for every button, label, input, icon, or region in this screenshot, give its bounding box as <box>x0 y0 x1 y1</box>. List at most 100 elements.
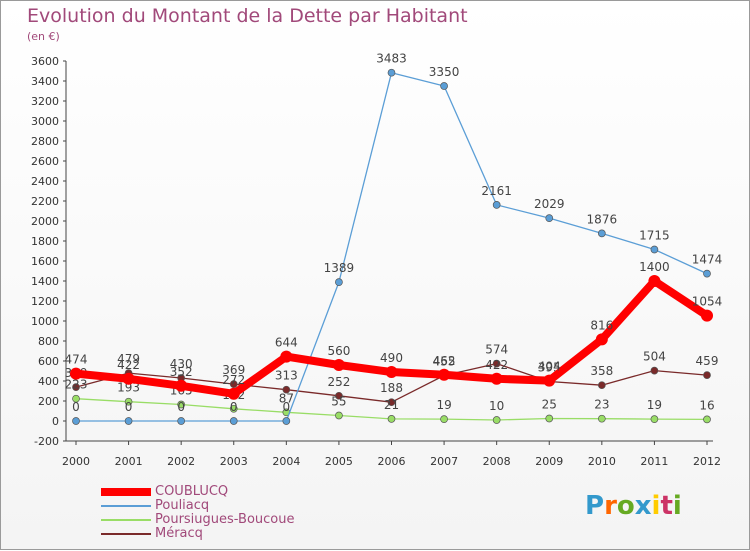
data-label: 252 <box>327 375 350 389</box>
chart-subtitle: (en €) <box>27 30 60 43</box>
data-point <box>597 381 606 390</box>
data-label: 504 <box>643 350 666 364</box>
data-point <box>595 333 608 346</box>
data-label: 10 <box>489 399 504 413</box>
data-label: 490 <box>380 351 403 365</box>
data-point <box>492 201 501 209</box>
data-label: 1400 <box>639 260 670 274</box>
data-point <box>492 359 501 368</box>
data-point <box>229 380 238 388</box>
data-label: 313 <box>275 369 298 383</box>
y-tick-label: -200 <box>34 435 59 448</box>
x-tick-label: 2004 <box>272 455 300 468</box>
data-label: 474 <box>65 353 88 367</box>
data-label: 479 <box>117 352 140 366</box>
logo-letter: i <box>672 491 682 521</box>
data-label: 87 <box>279 391 294 405</box>
data-point <box>335 278 343 286</box>
data-label: 369 <box>222 363 245 377</box>
data-label: 21 <box>384 398 399 412</box>
data-label: 422 <box>117 358 140 372</box>
data-point <box>650 366 659 375</box>
data-label: 352 <box>170 365 193 379</box>
data-label: 404 <box>538 360 561 374</box>
data-label: 1474 <box>692 253 723 267</box>
y-tick-label: 3200 <box>31 95 59 108</box>
data-label: 0 <box>283 400 291 414</box>
data-label: 574 <box>485 343 508 357</box>
logo-letter: x <box>634 491 652 521</box>
data-label: 55 <box>331 395 346 409</box>
x-tick-label: 2010 <box>588 455 616 468</box>
y-tick-label: 1600 <box>31 255 59 268</box>
x-tick-label: 2006 <box>378 455 406 468</box>
legend-swatch <box>101 519 151 521</box>
data-point <box>650 245 659 254</box>
data-point <box>70 367 82 380</box>
data-point <box>597 229 606 238</box>
data-label: 0 <box>177 400 185 414</box>
y-tick-label: 200 <box>38 395 59 408</box>
data-point <box>703 371 711 379</box>
data-point <box>177 417 186 425</box>
data-label: 430 <box>170 357 193 371</box>
data-point <box>543 374 556 387</box>
data-label: 19 <box>647 398 662 412</box>
data-label: 19 <box>436 398 451 412</box>
data-point <box>648 275 661 287</box>
data-point <box>335 411 343 420</box>
y-tick-label: 3000 <box>31 115 59 128</box>
logo-letter: t <box>660 491 673 521</box>
data-label: 3350 <box>429 65 460 79</box>
logo-letter: o <box>616 491 635 521</box>
y-tick-label: 400 <box>38 375 59 388</box>
data-label: 644 <box>275 336 298 350</box>
data-label: 0 <box>230 400 238 414</box>
data-point <box>124 417 133 425</box>
data-label: 3483 <box>376 52 407 66</box>
y-tick-label: 600 <box>38 355 59 368</box>
y-tick-label: 0 <box>52 415 59 428</box>
data-point <box>438 368 451 381</box>
legend-swatch <box>101 533 151 535</box>
x-tick-label: 2002 <box>167 455 195 468</box>
legend-label: Pouliacq <box>155 498 210 513</box>
data-label: 0 <box>125 400 133 414</box>
data-label: 422 <box>485 358 508 372</box>
y-tick-label: 2000 <box>31 215 59 228</box>
x-tick-label: 2001 <box>115 455 143 468</box>
y-tick-label: 1000 <box>31 315 59 328</box>
x-tick-label: 2008 <box>483 455 511 468</box>
data-point <box>229 404 238 413</box>
data-label: 223 <box>65 378 88 392</box>
x-tick-label: 2003 <box>220 455 248 468</box>
proxiti-logo: Proxiti <box>585 491 682 521</box>
y-tick-label: 3400 <box>31 75 59 88</box>
data-point <box>122 372 135 385</box>
data-label: 2029 <box>534 197 565 211</box>
data-point <box>72 394 80 403</box>
data-point <box>72 417 80 425</box>
data-point <box>701 309 713 322</box>
data-point <box>175 379 188 392</box>
data-point <box>227 387 240 400</box>
data-label: 816 <box>590 318 613 332</box>
data-point <box>597 414 606 423</box>
legend-swatch <box>101 505 151 507</box>
legend-label: Poursiugues-Boucoue <box>155 512 295 527</box>
data-label: 1715 <box>639 229 670 243</box>
data-label: 188 <box>380 381 403 395</box>
data-label: 1054 <box>692 295 723 309</box>
data-point <box>282 385 291 394</box>
data-point <box>229 417 238 425</box>
y-tick-label: 800 <box>38 335 59 348</box>
x-tick-label: 2005 <box>325 455 353 468</box>
data-label: 459 <box>696 354 719 368</box>
data-point <box>440 415 448 423</box>
logo-letter: P <box>585 491 605 521</box>
data-label: 1876 <box>587 212 618 226</box>
data-label: 193 <box>117 381 140 395</box>
data-point <box>650 415 659 423</box>
